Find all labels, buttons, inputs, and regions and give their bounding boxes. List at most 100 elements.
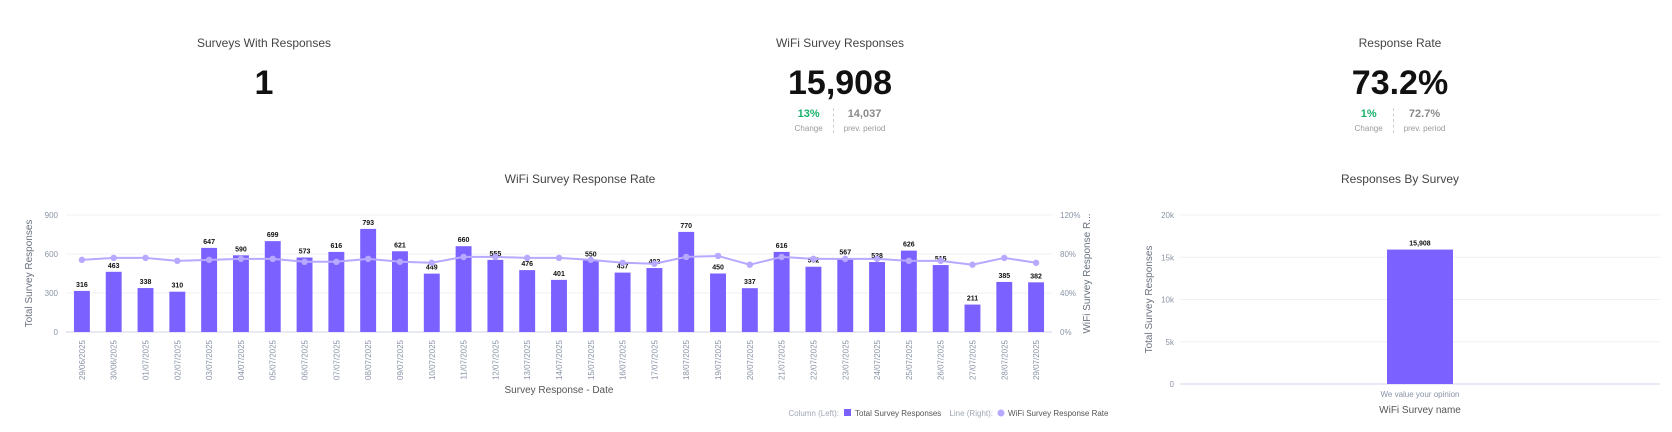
bar-value-label: 770 [680,223,692,230]
bar [996,281,1013,332]
rate-point [110,254,117,262]
bar-value-label: 457 [617,264,629,271]
rate-point [269,255,276,263]
rate-point [873,255,881,263]
legend-column-caption: Column (Left): [788,409,839,418]
rate-point [523,254,531,262]
bar [900,250,917,332]
bar [837,258,854,332]
rate-point [810,255,817,263]
bar [1387,249,1453,384]
bar [201,247,218,332]
rate-point [174,257,181,265]
bar [232,255,249,332]
kpi-surveys-with-responses: Surveys With Responses 1 [114,36,414,102]
kpi-title: Response Rate [1358,36,1442,50]
bar-value-label: 449 [426,265,438,272]
y-tick-label: 0 [54,328,59,337]
rate-point [1032,259,1040,266]
bar-value-label: 476 [521,261,533,268]
bar [614,272,631,332]
kpi-comparison: 13% Change 14,037 prev. period [690,108,990,133]
bar [678,231,695,332]
x-tick-label: 06/07/2025 [301,339,310,380]
x-tick-label: 15/07/2025 [587,339,596,380]
chart-title-response-rate: WiFi Survey Response Rate [504,172,656,186]
x-tick-label: 17/07/2025 [650,339,659,380]
x-tick-label: We value your opinion [1380,390,1459,399]
rate-point [396,258,404,265]
kpi-wifi-survey-responses: WiFi Survey Responses 15,908 13% Change … [690,36,990,133]
x-tick-label: 27/07/2025 [968,339,977,380]
bar-value-label: 616 [331,243,343,250]
kpi-value: 15,908 [788,64,892,102]
bar-value-label: 573 [299,249,311,256]
bar [710,273,726,332]
bar-value-label: 793 [362,220,374,227]
bar-value-label: 401 [553,271,565,278]
bar-value-label: 15,908 [1409,241,1431,248]
legend-line-swatch [997,409,1005,417]
x-tick-label: 29/07/2025 [1032,339,1041,380]
bar [551,279,567,332]
kpi-value: 73.2% [1351,64,1449,102]
rate-point [492,253,499,261]
kpi-prev-value: 14,037 [847,108,882,120]
x-tick-label: 03/07/2025 [205,339,214,380]
x-tick-label: 22/07/2025 [809,339,818,380]
rate-point [142,254,149,262]
rate-point [333,258,340,265]
rate-point [683,253,690,261]
rate-point [78,256,86,264]
x-tick-label: 20/07/2025 [746,339,755,380]
y-tick-label: 10k [1161,296,1175,305]
rate-point [237,255,245,263]
x-tick-label: 29/06/2025 [78,339,87,380]
rate-point [301,258,308,265]
legend-bar-swatch [844,409,851,416]
kpi-value: 1 [254,64,274,102]
rate-point [587,256,595,264]
x-tick-label: 12/07/2025 [491,339,500,380]
x-tick-label: 11/07/2025 [460,339,469,379]
bar-value-label: 316 [76,282,88,289]
x-tick-label: 25/07/2025 [905,339,914,380]
bar-value-label: 310 [171,283,183,290]
bar [423,273,440,332]
bar-value-label: 660 [458,237,470,244]
bar-value-label: 567 [839,249,851,256]
x-tick-label: 01/07/2025 [142,339,151,380]
rate-point [1001,254,1008,262]
rate-point [842,255,849,263]
bar-value-label: 699 [267,232,279,239]
y-tick-label: 600 [45,250,59,259]
x-tick-label: 21/07/2025 [778,339,787,380]
bar [264,241,281,332]
bar [169,291,186,332]
x-tick-label: 16/07/2025 [619,339,628,380]
y2-tick-label: 40% [1060,289,1076,298]
bar [360,228,377,332]
x-axis-title: WiFi Survey name [1379,405,1461,416]
bar-value-label: 463 [108,263,120,270]
kpi-response-rate: Response Rate 73.2% 1% Change 72.7% prev… [1250,36,1550,133]
y-tick-label: 300 [45,289,59,298]
bar-value-label: 590 [235,246,247,253]
bar [455,246,472,332]
y-axis-title: Total Survey Responses [1144,246,1155,354]
bar [392,251,408,332]
kpi-change-label: Change [794,124,823,133]
y2-tick-label: 0% [1060,328,1072,337]
x-tick-label: 13/07/2025 [523,339,532,380]
x-tick-label: 09/07/2025 [396,339,405,380]
bar [137,288,154,332]
bar [773,251,790,332]
bar [328,251,345,332]
x-tick-label: 19/07/2025 [714,339,723,380]
x-tick-label: 04/07/2025 [237,339,246,380]
legend-line-caption: Line (Right): [949,409,993,418]
kpi-comparison: 1% Change 72.7% prev. period [1250,108,1550,133]
rate-point [364,255,372,263]
rate-point [937,257,944,265]
bar [582,260,599,332]
